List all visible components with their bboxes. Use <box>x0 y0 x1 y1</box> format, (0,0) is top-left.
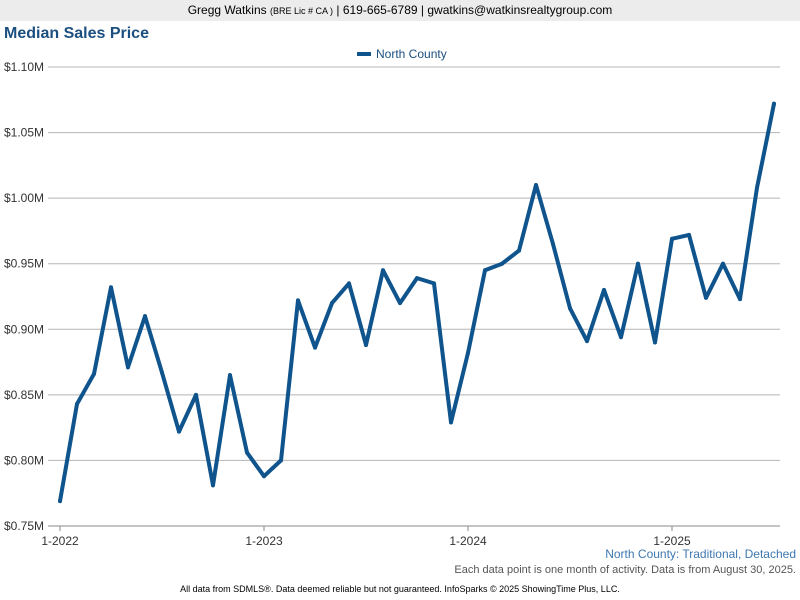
data-point <box>517 248 521 253</box>
x-tick-label: 1-2022 <box>41 534 79 548</box>
data-point <box>398 301 402 306</box>
data-point <box>500 261 504 266</box>
data-point <box>330 301 334 306</box>
data-point <box>721 261 725 266</box>
y-tick-label: $0.80M <box>4 453 44 467</box>
data-note: Each data point is one month of activity… <box>454 564 796 576</box>
data-point <box>636 261 640 266</box>
data-point <box>109 285 113 290</box>
y-tick-label: $0.85M <box>4 388 44 402</box>
data-point <box>534 183 538 188</box>
x-tick-label: 1-2023 <box>245 534 283 548</box>
agent-license: (BRE Lic # CA ) <box>269 6 333 16</box>
data-point <box>194 392 198 397</box>
data-point <box>262 474 266 479</box>
header-separator-1: | <box>336 3 340 17</box>
x-tick-label: 1-2024 <box>449 534 487 548</box>
data-point <box>772 101 776 106</box>
data-point <box>58 499 62 504</box>
agent-email[interactable]: gwatkins@watkinsrealtygroup.com <box>427 3 613 17</box>
y-tick-label: $1.00M <box>4 191 44 205</box>
data-point <box>585 339 589 344</box>
data-point <box>381 268 385 273</box>
y-tick-label: $0.95M <box>4 257 44 271</box>
agent-phone: 619-665-6789 <box>342 3 418 17</box>
legend-label: North County <box>376 47 447 61</box>
data-point <box>449 420 453 425</box>
data-point <box>602 287 606 292</box>
data-point <box>551 242 555 247</box>
data-point <box>279 458 283 463</box>
agent-name: Gregg Watkins <box>187 3 267 17</box>
header-separator-2: | <box>420 3 425 17</box>
x-tick-label: 1-2025 <box>653 534 691 548</box>
data-point <box>296 298 300 303</box>
data-point <box>738 297 742 302</box>
data-point <box>92 371 96 376</box>
data-point <box>483 268 487 273</box>
y-tick-label: $0.90M <box>4 322 44 336</box>
data-point <box>143 314 147 319</box>
data-point <box>466 350 470 355</box>
data-point <box>568 306 572 311</box>
series-line-north-county <box>58 101 776 504</box>
data-point <box>619 335 623 340</box>
data-point <box>432 281 436 286</box>
data-point <box>415 276 419 281</box>
disclaimer: All data from SDMLS®. Data deemed reliab… <box>180 584 620 594</box>
data-point <box>160 370 164 375</box>
data-point <box>177 429 181 434</box>
data-point <box>347 281 351 286</box>
data-point <box>228 373 232 378</box>
data-point <box>670 236 674 241</box>
data-point <box>704 295 708 300</box>
chart-title: Median Sales Price <box>4 25 149 42</box>
y-tick-label: $1.05M <box>4 126 44 140</box>
data-point <box>313 345 317 350</box>
data-point <box>75 402 79 407</box>
data-point <box>245 450 249 455</box>
data-point <box>211 483 215 488</box>
data-point <box>364 343 368 348</box>
agent-header: Gregg Watkins (BRE Lic # CA ) | 619-665-… <box>0 0 800 21</box>
data-point <box>653 340 657 345</box>
data-point <box>126 365 130 370</box>
y-tick-label: $0.75M <box>4 519 44 533</box>
data-point <box>755 185 759 190</box>
chart-subtitle: North County: Traditional, Detached <box>605 547 796 561</box>
y-tick-label: $1.10M <box>4 60 44 74</box>
data-point <box>687 232 691 237</box>
